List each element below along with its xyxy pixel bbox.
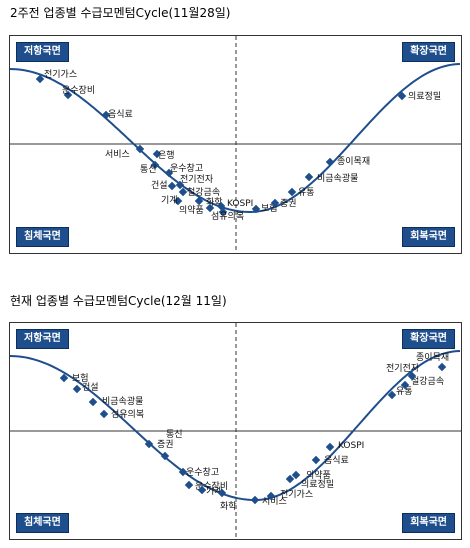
sector-marker	[173, 196, 183, 206]
quadrant-expansion: 확장국면	[402, 329, 455, 349]
sector-label: 유통	[396, 386, 413, 397]
sector-label: 화학	[220, 501, 237, 512]
sector-label: 건설	[82, 382, 99, 393]
sector-label: 유통	[298, 187, 315, 198]
sector-label: 종이목재	[337, 156, 370, 167]
sector-marker	[144, 439, 154, 449]
sector-marker	[304, 172, 314, 182]
sector-marker	[59, 373, 69, 383]
sector-marker	[266, 491, 276, 501]
sector-marker	[35, 74, 45, 84]
sector-label: 기계	[161, 194, 178, 206]
quadrant-resistance: 저항국면	[16, 329, 69, 349]
sector-label: KOSPI	[338, 441, 364, 451]
sector-label: 전기가스	[44, 69, 77, 80]
panel-1-title: 2주전 업종별 수급모멘텀Cycle(11월28일)	[10, 6, 231, 20]
sector-label: 의료정밀	[301, 478, 334, 490]
sector-marker	[291, 470, 301, 480]
sector-marker	[387, 390, 397, 400]
sector-marker	[325, 442, 335, 452]
sector-label: 화학	[206, 197, 223, 208]
sector-marker	[135, 144, 145, 154]
sector-label: 증권	[280, 197, 297, 209]
sector-label: 의료정밀	[408, 90, 441, 102]
sector-marker	[99, 409, 109, 419]
sector-marker	[178, 187, 188, 197]
sector-label: 섬유의복	[111, 409, 144, 420]
sector-marker	[197, 485, 207, 495]
sector-label: 비금속광물	[317, 172, 358, 184]
sector-label: 전기가스	[280, 489, 313, 500]
panel-2-title: 현재 업종별 수급모멘텀Cycle(12월 11일)	[10, 294, 227, 308]
sector-label: 통신	[166, 429, 183, 440]
quadrant-resistance: 저항국면	[16, 42, 69, 62]
sector-marker	[251, 204, 261, 214]
sector-marker	[205, 203, 215, 213]
sector-marker	[150, 160, 160, 170]
sector-label: 섬유의복	[211, 211, 244, 222]
sector-label: 증권	[157, 438, 174, 450]
sector-marker	[400, 380, 410, 390]
sector-label: 보험	[72, 373, 89, 384]
sector-label: 종이목재	[416, 352, 449, 363]
sector-marker	[407, 371, 417, 381]
sector-marker	[101, 110, 111, 120]
sector-label: 운수장비	[195, 481, 228, 492]
quadrant-recovery: 회복국면	[402, 227, 455, 247]
quadrant-recovery: 회복국면	[402, 513, 455, 533]
sector-label: 기계	[206, 485, 223, 497]
sector-label: 의약품	[179, 204, 204, 216]
sector-label: 통신	[140, 164, 157, 175]
sector-marker	[194, 196, 204, 206]
sector-label: 의약품	[306, 469, 331, 481]
sector-marker	[88, 397, 98, 407]
sector-label: 비금속광물	[102, 395, 143, 407]
sector-label: KOSPI	[227, 199, 253, 209]
quadrant-expansion: 확장국면	[402, 42, 455, 62]
sector-label: 은행	[158, 149, 175, 161]
sector-marker	[270, 198, 280, 208]
quadrant-recession: 침체국면	[16, 227, 69, 247]
sector-marker	[152, 149, 162, 159]
sector-label: 음식료	[324, 455, 349, 466]
sector-label: 운수창고	[170, 163, 203, 174]
sector-label: 건설	[151, 180, 168, 191]
sector-marker	[175, 180, 185, 190]
sector-marker	[178, 467, 188, 477]
sector-label: 음식료	[108, 109, 133, 120]
sector-label: 전기전자	[180, 174, 214, 185]
sector-label: 운수장비	[62, 85, 95, 96]
sector-label: 운수창고	[186, 467, 219, 478]
sector-label: 보험	[261, 203, 278, 214]
sector-label: 전기전자	[386, 363, 420, 374]
sector-marker	[164, 168, 174, 178]
sector-marker	[250, 495, 260, 505]
sector-label: 서비스	[105, 149, 130, 160]
quadrant-recession: 침체국면	[16, 513, 69, 533]
sector-marker	[437, 362, 447, 372]
sector-marker	[218, 207, 228, 217]
sector-marker	[287, 187, 297, 197]
sector-label: 철강금속	[411, 376, 444, 387]
sector-marker	[72, 384, 82, 394]
sector-marker	[217, 488, 227, 498]
sector-marker	[167, 181, 177, 191]
sector-marker	[285, 474, 295, 484]
sector-marker	[397, 91, 407, 101]
cycle-curve	[10, 63, 461, 214]
sector-label: 철강금속	[187, 187, 220, 198]
sector-marker	[160, 451, 170, 461]
sector-marker	[311, 455, 321, 465]
sector-marker	[184, 480, 194, 490]
sector-marker	[325, 157, 335, 167]
sector-label: 서비스	[262, 496, 287, 507]
cycle-curve	[10, 350, 461, 501]
